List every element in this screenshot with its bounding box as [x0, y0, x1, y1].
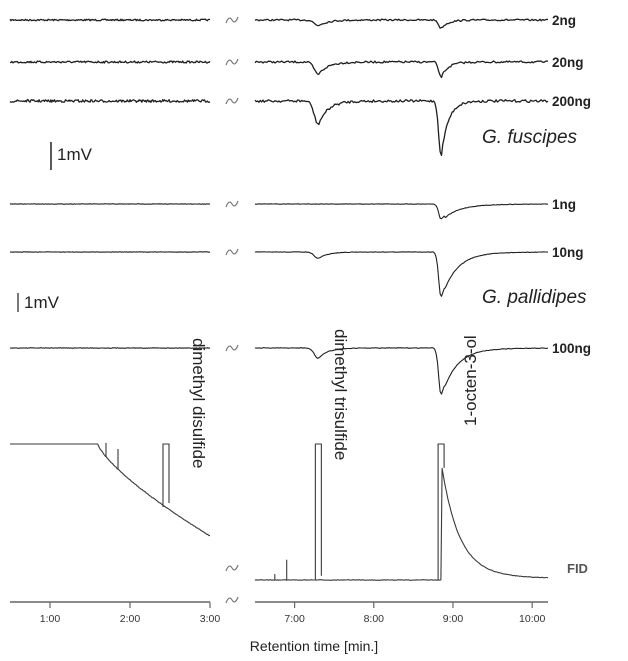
fid-peak: [162, 443, 170, 507]
ead-trace-2ng-part2: [254, 18, 549, 29]
fid-peak: [314, 443, 322, 580]
axis-break-mark: [225, 248, 239, 256]
x-tick-label: 2:00: [120, 613, 141, 625]
x-tick-label: 8:00: [364, 613, 385, 625]
ead-trace-1ng-part2: [255, 203, 549, 220]
axis-break-mark: [225, 564, 239, 572]
ead-trace-100ng-part1: [9, 347, 210, 349]
dose-label: 200ng: [552, 94, 591, 109]
ead-trace-200ng-part2: [254, 99, 549, 157]
fid-trace-part2: [254, 467, 549, 581]
x-tick-label: 3:00: [200, 613, 221, 625]
ead-trace-200ng-part1: [9, 99, 211, 103]
x-axis: 1:00 2:00 3:00 7:00 8:00 9:00 10:00: [10, 601, 548, 625]
ead-trace-20ng-part2: [254, 60, 549, 79]
axis-break-mark: [225, 344, 239, 352]
ead-trace-100ng-part2: [254, 347, 549, 395]
fid-peak: [437, 443, 445, 580]
scale-bar-label-fuscipes: 1mV: [57, 145, 93, 164]
fid-label: FID: [567, 561, 588, 576]
x-tick-label: 10:00: [519, 613, 545, 625]
x-tick-label: 7:00: [284, 613, 305, 625]
axis-break-marks: [225, 16, 239, 604]
axis-break-mark: [225, 596, 239, 604]
scale-bar-label-pallidipes: 1mV: [24, 293, 60, 312]
compound-label-dimethyl-disulfide: dimethyl disulfide: [189, 338, 208, 468]
x-tick-label: 9:00: [443, 613, 464, 625]
ead-trace-10ng-part2: [254, 251, 549, 297]
x-axis-title: Retention time [min.]: [250, 638, 378, 654]
ead-trace-2ng-part1: [9, 18, 211, 22]
axis-break-mark: [225, 58, 239, 66]
compound-label-dimethyl-trisulfide: dimethyl trisulfide: [331, 329, 350, 460]
dose-label: 10ng: [552, 245, 584, 260]
x-tick-label: 1:00: [40, 613, 61, 625]
fid-trace-group: [10, 442, 549, 581]
compound-label-1-octen-3-ol: 1-octen-3-ol: [461, 335, 480, 426]
axis-break-mark: [225, 97, 239, 105]
dose-label: 1ng: [552, 197, 576, 212]
axis-break-mark: [225, 200, 239, 208]
dose-label: 2ng: [552, 13, 576, 28]
dose-label: 100ng: [552, 341, 591, 356]
dose-label: 20ng: [552, 55, 584, 70]
fid-trace-part1: [10, 443, 211, 537]
species-label-fuscipes: G. fuscipes: [482, 127, 578, 148]
species-label-pallidipes: G. pallidipes: [482, 287, 587, 308]
axis-break-mark: [225, 16, 239, 24]
ead-trace-20ng-part1: [10, 60, 211, 64]
ead-traces: 2ng 20ng 200ng 1ng 10ng 100ng: [9, 13, 591, 395]
